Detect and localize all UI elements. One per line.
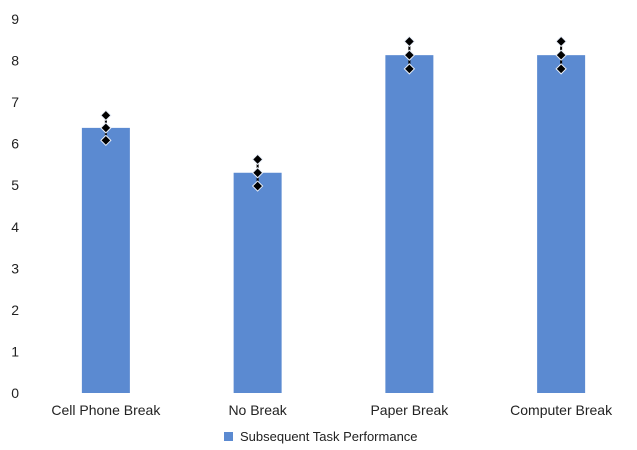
error-marker [403, 49, 416, 61]
x-tick-label: No Break [228, 402, 287, 418]
bar [233, 172, 282, 393]
bar [537, 55, 586, 394]
error-bar [100, 109, 112, 147]
x-axis: Cell Phone Break No Break Paper Break Compu… [51, 402, 613, 418]
y-tick-label: 0 [11, 385, 19, 401]
error-marker [251, 167, 264, 179]
y-tick-label: 6 [11, 136, 19, 152]
y-tick-label: 4 [11, 219, 19, 235]
error-marker [555, 49, 567, 61]
y-tick-label: 1 [11, 343, 19, 359]
x-tick-label: Paper Break [370, 402, 449, 418]
error-bars [100, 35, 567, 192]
y-tick-label: 9 [11, 11, 19, 27]
y-tick-label: 5 [11, 177, 19, 193]
error-marker [251, 153, 264, 166]
x-tick-label: Cell Phone Break [51, 402, 161, 418]
error-bar [251, 153, 264, 192]
error-marker [403, 63, 416, 75]
legend-label: Subsequent Task Performance [240, 429, 418, 444]
error-marker [555, 63, 567, 75]
error-marker [403, 35, 416, 48]
y-axis: 0 1 2 3 4 5 6 7 8 9 [11, 11, 19, 401]
error-marker [251, 180, 264, 192]
x-tick-label: Computer Break [510, 402, 613, 418]
legend-swatch [224, 432, 233, 441]
error-bar [403, 35, 416, 75]
y-tick-label: 8 [11, 53, 19, 69]
error-bar [555, 35, 567, 75]
bars [81, 55, 586, 394]
y-tick-label: 7 [11, 94, 19, 110]
y-tick-label: 3 [11, 260, 19, 276]
legend: Subsequent Task Performance [224, 429, 418, 444]
error-marker [555, 35, 567, 48]
error-marker [100, 109, 112, 122]
bar [81, 127, 130, 394]
error-marker [100, 122, 112, 134]
y-tick-label: 2 [11, 302, 19, 318]
bar [385, 55, 434, 394]
error-marker [100, 134, 112, 147]
